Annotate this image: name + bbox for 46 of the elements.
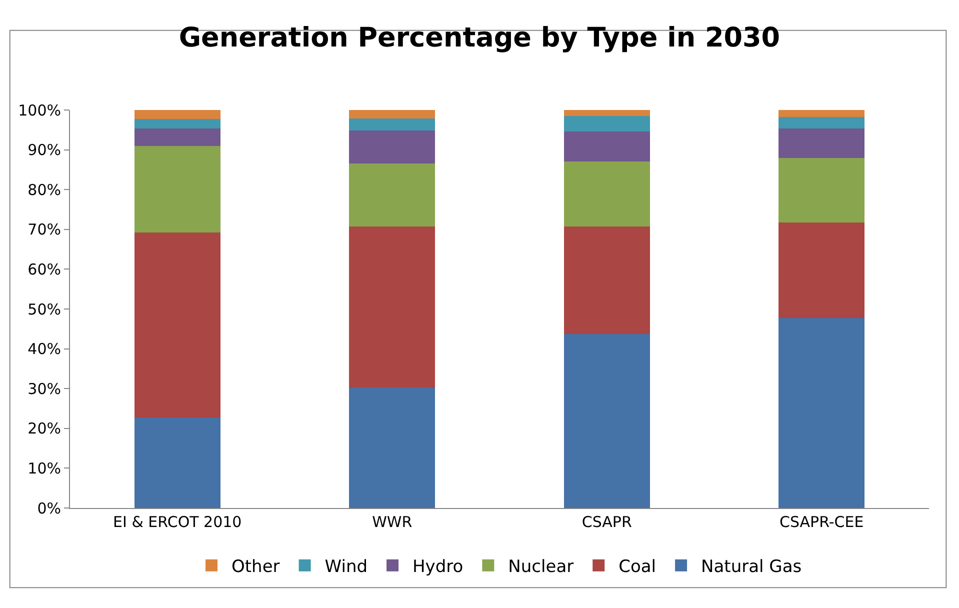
y-tick-label: 60% — [28, 260, 61, 278]
legend-label: Coal — [618, 556, 656, 577]
bar — [778, 128, 865, 158]
bar — [564, 161, 650, 227]
bar — [134, 146, 220, 233]
bar — [134, 110, 220, 120]
y-tick-label: 80% — [28, 180, 61, 199]
bar — [134, 128, 220, 146]
y-tick-label: 30% — [28, 380, 61, 398]
bar — [564, 116, 650, 132]
bar — [778, 222, 865, 318]
legend-label: Wind — [324, 556, 368, 577]
legend-label: Nuclear — [508, 556, 574, 577]
y-tick-label: 50% — [28, 300, 61, 318]
x-tick-label: WWR — [372, 513, 412, 531]
bar — [349, 118, 436, 130]
x-tick-label: CSAPR-CEE — [780, 513, 864, 531]
legend-label: Other — [232, 556, 280, 577]
bar — [134, 418, 220, 508]
y-tick-label: 100% — [18, 101, 61, 120]
bar — [564, 110, 650, 116]
legend-label: Natural Gas — [701, 556, 802, 577]
y-tick-label: 70% — [28, 220, 61, 239]
chart-title: Generation Percentage by Type in 2030 — [178, 22, 780, 54]
bar — [778, 318, 865, 508]
bar — [349, 163, 436, 227]
y-tick-label: 40% — [28, 340, 61, 358]
y-tick-label: 20% — [28, 420, 61, 438]
x-tick-label: EI & ERCOT 2010 — [113, 513, 242, 531]
y-tick-label: 10% — [28, 459, 61, 478]
bar — [349, 387, 436, 508]
bar — [134, 119, 220, 128]
x-tick-label: CSAPR — [582, 513, 632, 531]
bar — [778, 117, 865, 128]
bar — [349, 226, 436, 388]
bar — [564, 131, 650, 162]
bar — [778, 158, 865, 223]
bar — [564, 226, 650, 334]
bar — [564, 334, 650, 508]
bar — [134, 232, 220, 418]
y-tick-label: 0% — [37, 499, 61, 518]
y-tick-label: 90% — [28, 141, 61, 160]
bar — [778, 110, 865, 118]
bar — [349, 110, 436, 118]
legend-label: Hydro — [412, 556, 464, 577]
bar — [349, 130, 436, 164]
